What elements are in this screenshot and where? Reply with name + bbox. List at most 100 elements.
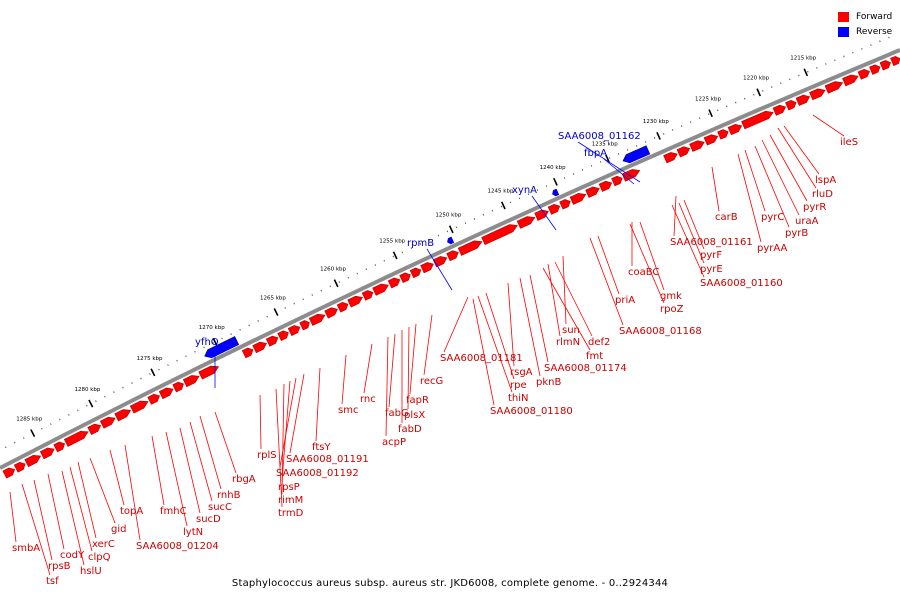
forward-gene: [663, 152, 678, 164]
forward-gene: [241, 347, 254, 359]
ruler-minor-tick: [329, 285, 332, 288]
ruler-minor-tick: [338, 281, 341, 283]
label-leader: [443, 296, 469, 353]
ruler-minor-tick: [383, 259, 386, 262]
ruler-minor-tick: [608, 156, 611, 159]
ruler-minor-tick: [572, 173, 575, 175]
gene-label-fabd: fabD: [398, 424, 422, 435]
ruler-major-tick: [392, 251, 398, 260]
forward-gene: [277, 330, 289, 342]
ruler-minor-tick: [879, 40, 881, 43]
ruler-minor-tick: [239, 328, 241, 331]
genome-backbone: [0, 48, 900, 470]
label-leader: [812, 114, 845, 137]
forward-gene: [879, 60, 891, 71]
ruler-label: 1215 kbp: [790, 55, 816, 61]
label-leader: [289, 373, 305, 454]
label-leader: [531, 195, 557, 231]
ruler-minor-tick: [590, 164, 593, 167]
label-leader: [754, 145, 790, 228]
ruler-minor-tick: [798, 74, 800, 77]
legend-item-forward: Forward: [838, 9, 892, 24]
reverse-genes: [204, 145, 651, 359]
ruler-minor-tick: [284, 307, 286, 309]
ruler-minor-tick: [320, 289, 322, 292]
ruler-minor-tick: [4, 446, 7, 449]
label-leader: [477, 295, 513, 393]
ruler-minor-tick: [149, 373, 151, 375]
label-leader: [33, 479, 53, 561]
forward-gene: [24, 455, 42, 468]
gene-label-xerc: xerC: [92, 539, 115, 550]
label-leader: [744, 149, 766, 212]
gene-label-rpls: rplS: [257, 450, 277, 461]
forward-gene: [842, 74, 859, 87]
forward-gene: [2, 467, 16, 479]
gene-label-rlud: rluD: [812, 189, 833, 200]
ruler-minor-tick: [13, 441, 16, 444]
forward-gene: [559, 199, 571, 210]
forward-gene: [890, 55, 900, 67]
gene-label-rbga: rbgA: [232, 474, 256, 485]
forward-gene: [795, 94, 811, 106]
ruler-minor-tick: [834, 59, 836, 62]
ruler-major-tick: [500, 201, 506, 210]
forward-gene: [198, 365, 220, 380]
ruler-ticks: [4, 36, 890, 449]
gene-label-lspa: lspA: [815, 175, 836, 186]
label-leader: [363, 343, 373, 394]
forward-gene: [336, 302, 349, 313]
ruler-minor-tick: [167, 364, 169, 367]
forward-gene: [741, 110, 774, 130]
ruler-label: 1275 kbp: [137, 356, 163, 362]
ruler-minor-tick: [527, 193, 530, 196]
ruler-minor-tick: [689, 121, 692, 124]
forward-genes: [2, 54, 900, 479]
forward-gene: [347, 295, 363, 308]
forward-gene: [717, 129, 729, 140]
ruler-minor-tick: [158, 368, 160, 371]
ruler-minor-tick: [140, 377, 142, 380]
gene-label-saa6008-01204: SAA6008_01204: [136, 541, 219, 552]
ruler-minor-tick: [563, 177, 566, 179]
ruler-minor-tick: [203, 346, 205, 349]
gene-label-fmhc: fmhC: [160, 506, 187, 517]
reverse-gene-rpmb: [447, 236, 455, 245]
gene-label-smc: smc: [338, 405, 358, 416]
forward-gene: [869, 64, 881, 75]
ruler-minor-tick: [870, 44, 872, 46]
ruler-minor-tick: [419, 243, 422, 245]
forward-gene: [299, 320, 310, 331]
gene-label-acpp: acpP: [382, 437, 406, 448]
forward-gene: [457, 240, 483, 256]
gene-label-uraa: uraA: [795, 216, 819, 227]
ruler-minor-tick: [59, 418, 61, 421]
ruler-minor-tick: [410, 247, 413, 250]
gene-label-yfho: yfhO: [195, 337, 219, 348]
legend: Forward Reverse: [838, 9, 892, 39]
label-leader: [315, 367, 321, 442]
gene-label-saa6008-01161: SAA6008_01161: [670, 237, 753, 248]
label-leader: [77, 461, 97, 539]
ruler-minor-tick: [698, 117, 701, 120]
gene-label-pyrb: pyrB: [785, 228, 808, 239]
ruler-minor-tick: [86, 404, 88, 407]
label-leader: [519, 277, 541, 377]
forward-gene: [432, 256, 448, 268]
ruler-minor-tick: [825, 63, 827, 65]
forward-gene: [621, 169, 641, 182]
forward-gene: [727, 123, 743, 136]
ruler-minor-tick: [509, 201, 512, 204]
ruler-major-tick: [333, 279, 339, 288]
ruler-major-tick: [605, 154, 610, 163]
gene-label-saa6008-01160: SAA6008_01160: [700, 278, 783, 289]
ruler-label: 1270 kbp: [199, 325, 225, 331]
ruler-minor-tick: [302, 298, 304, 301]
forward-gene: [361, 290, 374, 301]
forward-gene: [87, 423, 102, 435]
ruler-minor-tick: [446, 230, 449, 233]
forward-gene: [857, 69, 871, 80]
label-leader: [214, 411, 237, 474]
ruler-minor-tick: [734, 101, 737, 104]
ruler-major-tick: [553, 177, 558, 186]
